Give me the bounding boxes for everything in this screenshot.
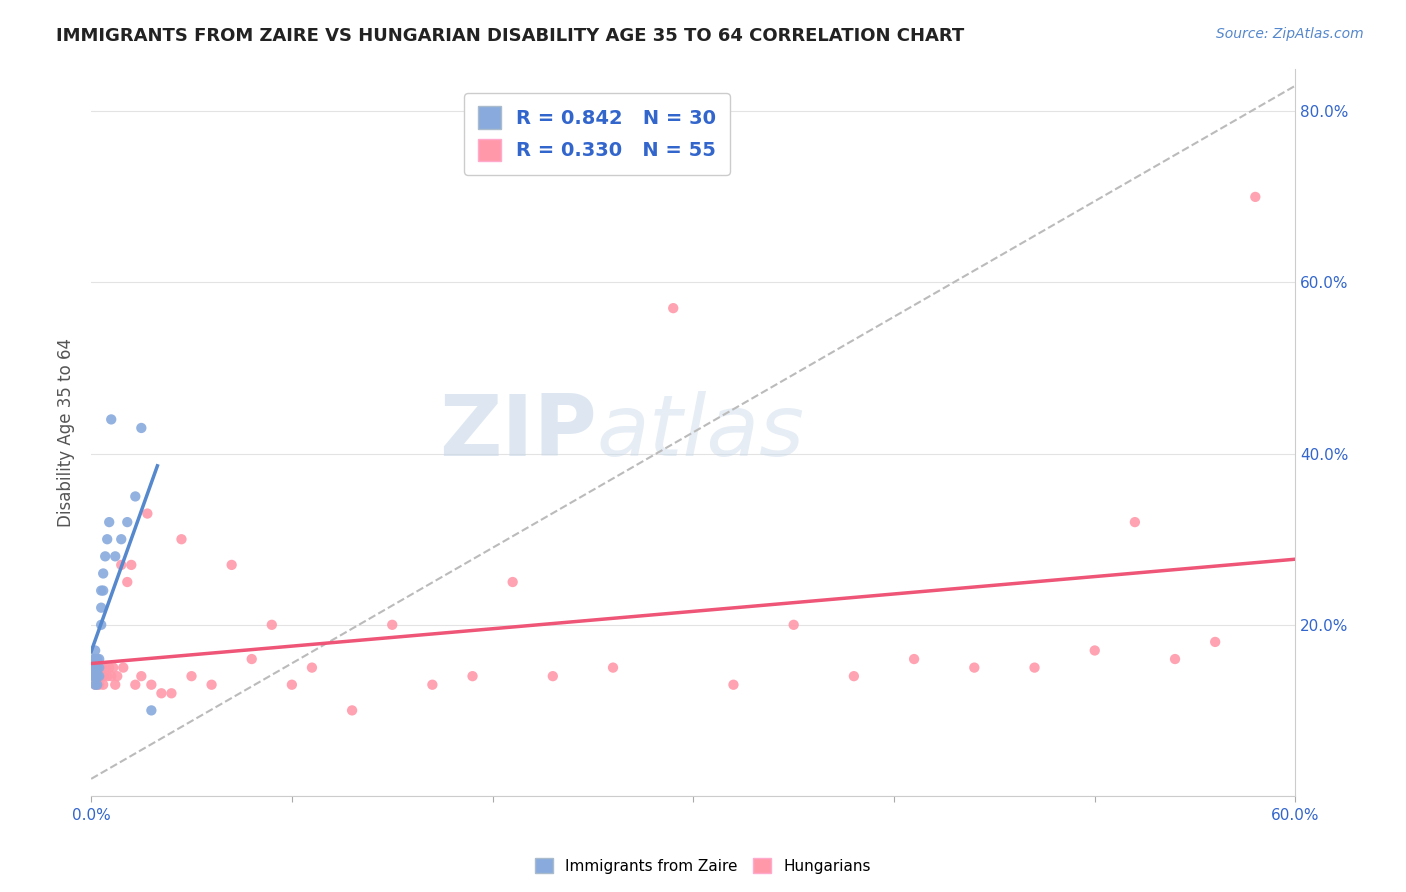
Point: [91, 678, 114, 692]
Point: [91, 669, 114, 683]
Point: [120, 558, 142, 572]
Point: [86, 669, 108, 683]
Point: [84, 652, 107, 666]
Point: [117, 515, 139, 529]
Point: [1084, 643, 1107, 657]
Point: [117, 574, 139, 589]
Point: [90, 669, 112, 683]
Point: [84, 678, 107, 692]
Point: [89, 678, 111, 692]
Point: [131, 669, 153, 683]
Point: [84, 669, 107, 683]
Legend: R = 0.842   N = 30, R = 0.330   N = 55: R = 0.842 N = 30, R = 0.330 N = 55: [464, 93, 730, 175]
Point: [86, 652, 108, 666]
Point: [150, 686, 173, 700]
Point: [103, 660, 125, 674]
Point: [90, 660, 112, 674]
Point: [91, 566, 114, 581]
Point: [1164, 652, 1187, 666]
Point: [1024, 660, 1046, 674]
Point: [90, 583, 112, 598]
Point: [86, 660, 108, 674]
Text: IMMIGRANTS FROM ZAIRE VS HUNGARIAN DISABILITY AGE 35 TO 64 CORRELATION CHART: IMMIGRANTS FROM ZAIRE VS HUNGARIAN DISAB…: [56, 27, 965, 45]
Point: [104, 549, 127, 564]
Point: [112, 660, 135, 674]
Point: [90, 617, 112, 632]
Legend: Immigrants from Zaire, Hungarians: Immigrants from Zaire, Hungarians: [529, 852, 877, 880]
Point: [240, 652, 263, 666]
Point: [110, 558, 132, 572]
Point: [662, 301, 685, 315]
Point: [180, 669, 202, 683]
Text: Source: ZipAtlas.com: Source: ZipAtlas.com: [1216, 27, 1364, 41]
Point: [91, 583, 114, 598]
Point: [782, 617, 804, 632]
Point: [86, 678, 108, 692]
Point: [301, 660, 323, 674]
Point: [141, 678, 163, 692]
Point: [381, 617, 404, 632]
Point: [82, 660, 104, 674]
Point: [86, 669, 108, 683]
Point: [100, 412, 122, 426]
Point: [84, 660, 107, 674]
Point: [131, 421, 153, 435]
Point: [963, 660, 986, 674]
Point: [98, 660, 121, 674]
Point: [84, 643, 107, 657]
Point: [90, 600, 112, 615]
Point: [340, 703, 363, 717]
Point: [94, 660, 117, 674]
Point: [422, 678, 444, 692]
Text: atlas: atlas: [598, 391, 806, 474]
Point: [89, 652, 111, 666]
Point: [1204, 635, 1226, 649]
Point: [124, 678, 146, 692]
Point: [94, 549, 117, 564]
Point: [124, 490, 146, 504]
Point: [723, 678, 745, 692]
Point: [84, 660, 107, 674]
Point: [105, 669, 128, 683]
Point: [110, 533, 132, 547]
Text: ZIP: ZIP: [439, 391, 598, 474]
Point: [89, 669, 111, 683]
Point: [602, 660, 624, 674]
Point: [100, 669, 122, 683]
Point: [86, 660, 108, 674]
Point: [96, 669, 118, 683]
Point: [200, 678, 222, 692]
Point: [104, 678, 127, 692]
Point: [170, 533, 193, 547]
Point: [260, 617, 283, 632]
Point: [89, 660, 111, 674]
Point: [160, 686, 183, 700]
Point: [281, 678, 304, 692]
Point: [89, 669, 111, 683]
Point: [82, 669, 104, 683]
Point: [903, 652, 925, 666]
Point: [541, 669, 564, 683]
Point: [98, 515, 121, 529]
Point: [82, 652, 104, 666]
Point: [221, 558, 243, 572]
Point: [1123, 515, 1146, 529]
Point: [461, 669, 484, 683]
Point: [84, 678, 107, 692]
Point: [82, 669, 104, 683]
Y-axis label: Disability Age 35 to 64: Disability Age 35 to 64: [58, 338, 75, 527]
Point: [1244, 190, 1267, 204]
Point: [141, 703, 163, 717]
Point: [502, 574, 524, 589]
Point: [96, 533, 118, 547]
Point: [842, 669, 865, 683]
Point: [136, 507, 159, 521]
